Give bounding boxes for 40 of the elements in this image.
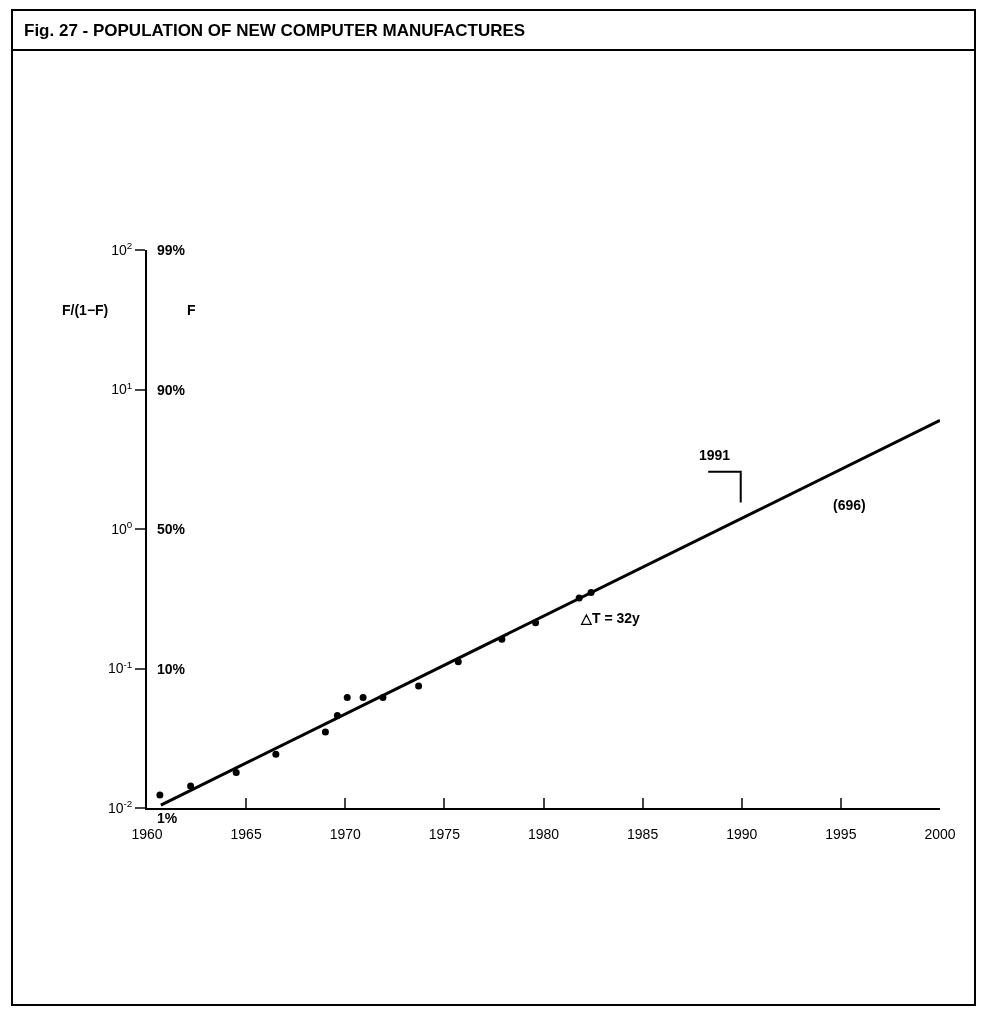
- annotation: 50%: [157, 521, 186, 537]
- point: [575, 594, 583, 602]
- y-tick-label: 10$^{2}$: [111, 240, 133, 258]
- point: [321, 728, 329, 736]
- annotation: 10%: [157, 661, 186, 677]
- annotation: 1991: [699, 447, 731, 463]
- point: [415, 682, 423, 690]
- x-tick-label: 1985: [627, 825, 659, 842]
- x-tick-label: 1995: [825, 825, 857, 842]
- y-tick-label: 10$^{-1}$: [107, 658, 133, 677]
- point: [532, 619, 540, 627]
- point: [454, 658, 462, 666]
- point: [232, 768, 240, 776]
- y-tick-label: 10$^{0}$: [111, 519, 133, 537]
- x-tick-label: 2000: [924, 825, 956, 842]
- annotation: △T = 32y: [580, 610, 641, 626]
- point: [343, 693, 351, 701]
- point: [498, 635, 506, 643]
- x-tick-label: 1980: [527, 825, 560, 842]
- annotation: F: [187, 302, 196, 318]
- y-axis-title: F/(1−F): [62, 302, 109, 318]
- text: 1%: [157, 810, 178, 826]
- point: [187, 782, 195, 790]
- annotation: (696): [833, 497, 866, 513]
- point: [379, 693, 387, 701]
- point: [156, 791, 164, 799]
- point: [587, 589, 595, 597]
- x-tick-label: 1990: [726, 825, 758, 842]
- y-tick-label: 10$^{-2}$: [107, 798, 133, 816]
- x-tick-label: 1970: [329, 825, 362, 842]
- x-tick-label: 1965: [230, 825, 262, 842]
- annotation: 99%: [157, 242, 186, 258]
- point: [272, 750, 280, 758]
- chart-title: Fig. 27 - POPULATION OF NEW COMPUTER MANUFACTURES: [24, 21, 526, 40]
- point: [359, 693, 367, 701]
- point: [333, 712, 341, 720]
- y-tick-label: 10$^{1}$: [111, 379, 133, 398]
- x-tick-label: 1975: [428, 825, 461, 842]
- annotation: 90%: [157, 382, 186, 398]
- x-tick-label: 1960: [131, 825, 163, 842]
